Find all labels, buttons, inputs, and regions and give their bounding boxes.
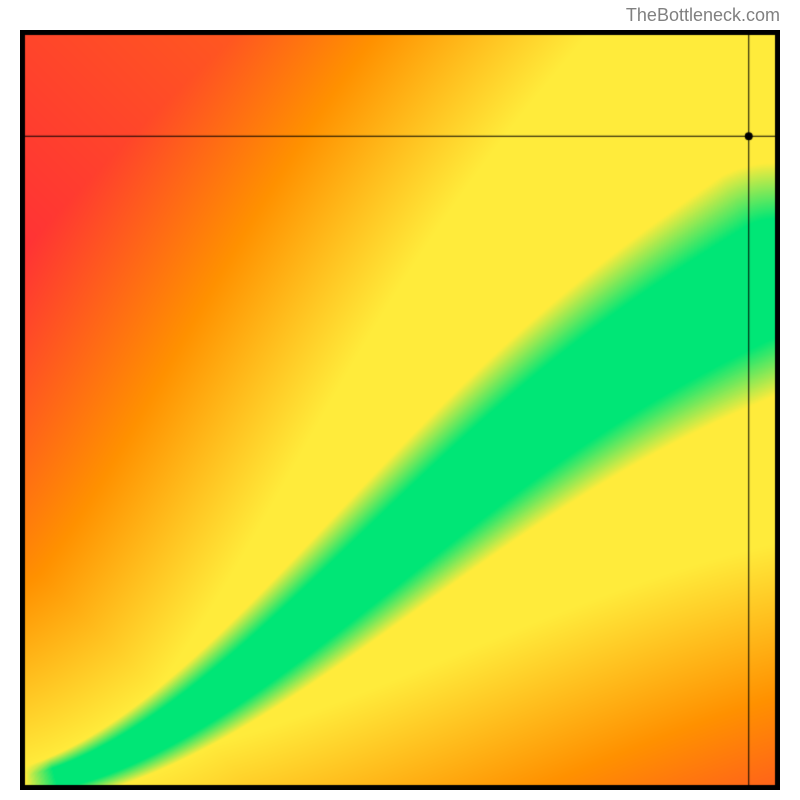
heatmap-canvas	[20, 30, 780, 790]
bottleneck-heatmap	[20, 30, 780, 790]
watermark-text: TheBottleneck.com	[626, 5, 780, 26]
